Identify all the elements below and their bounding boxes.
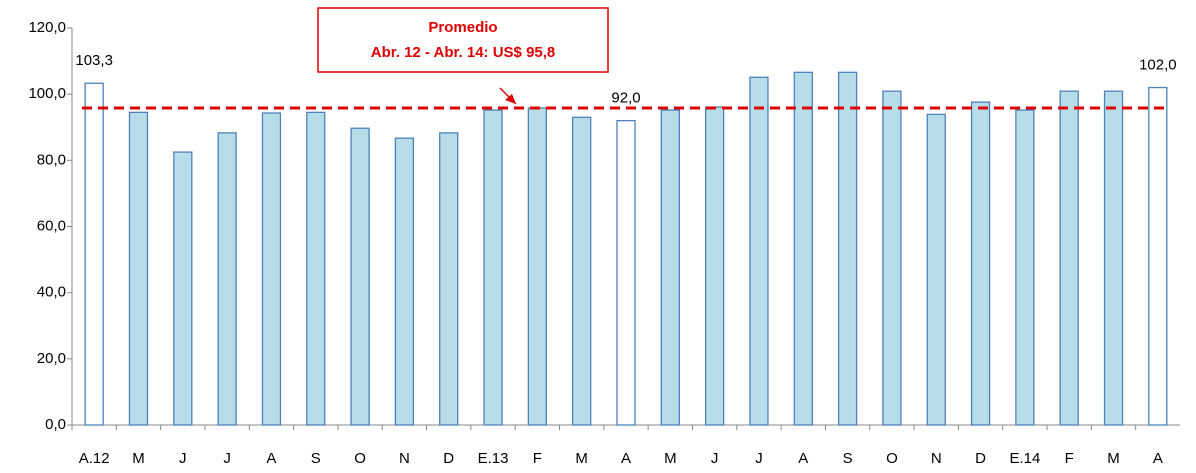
x-tick-label: O — [886, 450, 898, 467]
x-tick-label: E.13 — [478, 450, 509, 467]
y-tick-label: 80,0 — [37, 151, 66, 168]
x-tick-label: J — [223, 450, 231, 467]
bar — [616, 119, 636, 426]
x-tick-label: D — [443, 450, 454, 467]
x-tick-label: J — [755, 450, 763, 467]
bar — [572, 116, 592, 426]
bar — [1148, 86, 1168, 426]
x-tick-label: A — [798, 450, 808, 467]
bar — [84, 82, 104, 426]
x-tick-label: F — [533, 450, 542, 467]
x-tick-label: J — [179, 450, 187, 467]
value-label: 103,3 — [75, 52, 113, 69]
x-tick-label: O — [354, 450, 366, 467]
bar — [394, 137, 415, 426]
x-tick-label: A.12 — [79, 450, 110, 467]
arrow-head — [505, 94, 516, 104]
annotation-text: Abr. 12 - Abr. 14: US$ 95,8 — [371, 44, 556, 61]
x-tick-label: J — [711, 450, 719, 467]
x-tick-label: A — [266, 450, 276, 467]
bar — [217, 132, 237, 426]
bar — [350, 127, 370, 426]
value-label: 102,0 — [1139, 57, 1177, 74]
x-tick-label: M — [132, 450, 145, 467]
annotation-title: Promedio — [428, 19, 497, 36]
y-tick-label: 120,0 — [28, 19, 66, 36]
bar — [128, 111, 149, 426]
x-tick-label: N — [399, 450, 410, 467]
bar — [439, 132, 459, 426]
bar — [527, 107, 548, 426]
y-tick-label: 0,0 — [45, 416, 66, 433]
annotation-box — [317, 7, 609, 73]
x-tick-label: N — [931, 450, 942, 467]
y-tick-label: 100,0 — [28, 85, 66, 102]
bar — [793, 71, 813, 426]
bar — [1103, 90, 1124, 426]
bar — [837, 71, 858, 426]
bar — [261, 112, 282, 426]
bar — [1015, 109, 1035, 426]
bar — [1059, 90, 1079, 426]
x-tick-label: S — [843, 450, 853, 467]
x-tick-label: A — [1153, 450, 1163, 467]
x-tick-label: M — [1107, 450, 1120, 467]
x-tick-label: M — [664, 450, 677, 467]
y-tick-label: 20,0 — [37, 350, 66, 367]
bar — [970, 101, 991, 426]
bar — [173, 151, 193, 426]
x-tick-label: M — [575, 450, 588, 467]
bar — [882, 90, 902, 426]
x-tick-label: S — [311, 450, 321, 467]
bar — [483, 109, 503, 426]
x-tick-label: D — [975, 450, 986, 467]
bar — [926, 113, 946, 426]
y-tick-label: 60,0 — [37, 217, 66, 234]
bar — [660, 109, 680, 426]
bar — [749, 76, 769, 426]
y-tick-label: 40,0 — [37, 284, 66, 301]
x-tick-label: E.14 — [1009, 450, 1040, 467]
x-tick-label: F — [1065, 450, 1074, 467]
x-tick-label: A — [621, 450, 631, 467]
bar — [306, 111, 326, 426]
bar — [704, 106, 725, 426]
value-label: 92,0 — [611, 90, 640, 107]
